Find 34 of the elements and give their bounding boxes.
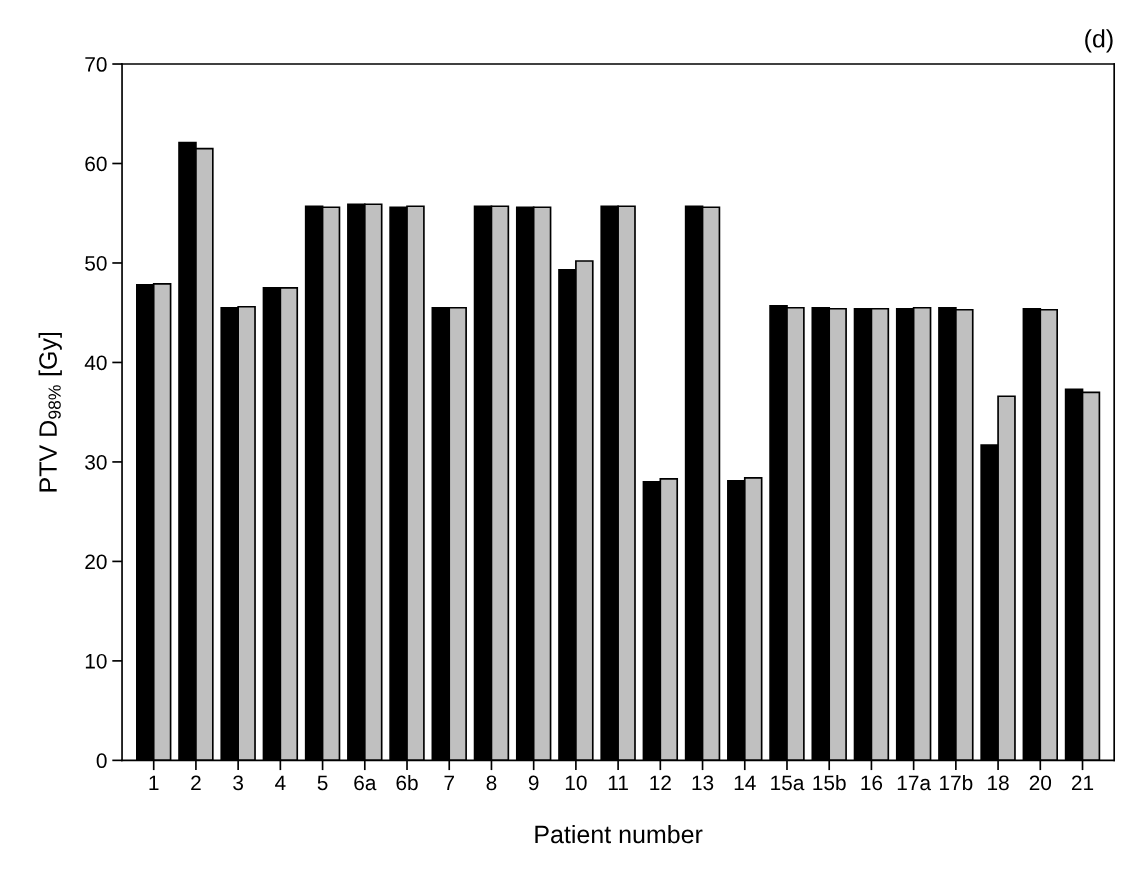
x-tick-label: 9	[528, 775, 539, 791]
x-tick-label: 17b	[940, 774, 973, 791]
x-tick-label: 6b	[396, 774, 418, 791]
x-tick-label: 5	[317, 775, 328, 791]
x-tick-label: 21	[1071, 775, 1094, 791]
y-tick-label: 30	[85, 454, 107, 470]
x-axis-title: Patient number	[535, 824, 703, 844]
y-tick-label: 60	[85, 156, 107, 172]
x-tick-label: 16	[861, 775, 883, 791]
x-tick-label: 15a	[771, 775, 805, 791]
x-tick-label: 18	[988, 775, 1009, 791]
x-tick-label: 2	[191, 775, 201, 791]
y-tick-label: 20	[85, 554, 107, 570]
x-tick-label: 17a	[897, 775, 932, 791]
x-tick-label: 14	[734, 775, 756, 791]
x-tick-label: 10	[565, 775, 587, 791]
x-tick-label: 1	[149, 775, 159, 791]
y-tick-label: 10	[85, 653, 107, 669]
x-tick-label: 8	[486, 775, 497, 791]
x-tick-label: 4	[275, 775, 286, 791]
x-tick-label: 12	[650, 775, 671, 791]
x-tick-label: 13	[692, 775, 714, 791]
x-tick-label: 20	[1029, 775, 1052, 791]
x-tick-label: 7	[444, 775, 454, 791]
y-tick-label: 40	[84, 355, 107, 371]
y-axis-title: PTV D$_{98%}$ [Gy]	[38, 332, 62, 492]
y-tick-label: 0	[96, 753, 107, 769]
y-tick-label: 50	[85, 255, 107, 271]
chart-title: (d)	[1085, 29, 1113, 53]
x-tick-label: 3	[233, 775, 244, 791]
x-tick-label: 11	[608, 775, 628, 791]
y-tick-label: 70	[85, 57, 107, 72]
x-tick-label: 15b	[813, 774, 846, 791]
x-tick-label: 6a	[354, 775, 377, 791]
